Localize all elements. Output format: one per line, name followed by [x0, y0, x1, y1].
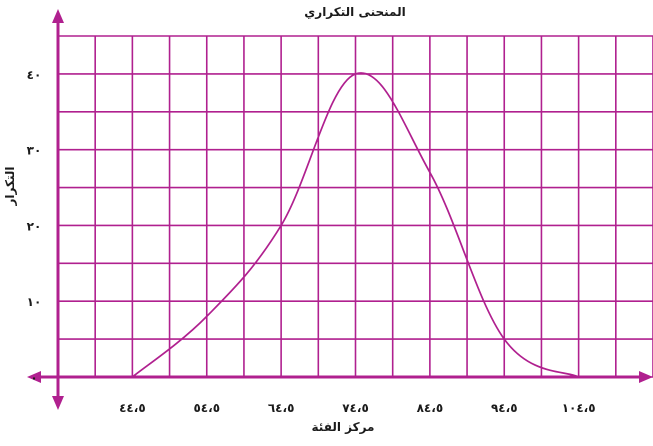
x-tick-label: ١٠٤،٥ — [562, 401, 596, 415]
x-axis-right-arrow-icon — [639, 371, 653, 383]
y-tick-label: ٢٠ — [27, 219, 42, 233]
y-axis-title: التكرار — [3, 167, 17, 207]
y-tick-label: ١٠ — [27, 295, 42, 309]
curve-layer — [131, 72, 580, 378]
x-axis-title: مركز الفئة — [312, 420, 375, 434]
y-tick-label: ٤٠ — [27, 68, 42, 82]
x-tick-label: ٧٤،٥ — [342, 401, 369, 415]
grid — [57, 35, 653, 378]
axes — [27, 9, 653, 410]
x-tick-label: ٩٤،٥ — [491, 401, 518, 415]
x-tick-label: ٤٤،٥ — [119, 401, 146, 415]
frequency-curve-series-line — [131, 72, 580, 378]
x-tick-label: ٨٤،٥ — [417, 401, 444, 415]
chart-title: المنحنى التكراري — [304, 5, 405, 19]
y-tick-labels: ٠ ١٠ ٢٠ ٣٠ ٤٠ — [27, 68, 42, 385]
x-tick-label: ٥٤،٥ — [193, 401, 220, 415]
y-tick-label: ٣٠ — [27, 144, 42, 158]
x-axis-left-arrow-icon — [27, 371, 41, 383]
x-tick-labels: ٤٤،٥ ٥٤،٥ ٦٤،٥ ٧٤،٥ ٨٤،٥ ٩٤،٥ ١٠٤،٥ — [119, 401, 595, 415]
y-axis-top-arrow-icon — [52, 9, 64, 23]
y-axis-bottom-arrow-icon — [52, 396, 64, 410]
y-tick-label: ٠ — [30, 371, 37, 385]
x-tick-label: ٦٤،٥ — [268, 401, 295, 415]
